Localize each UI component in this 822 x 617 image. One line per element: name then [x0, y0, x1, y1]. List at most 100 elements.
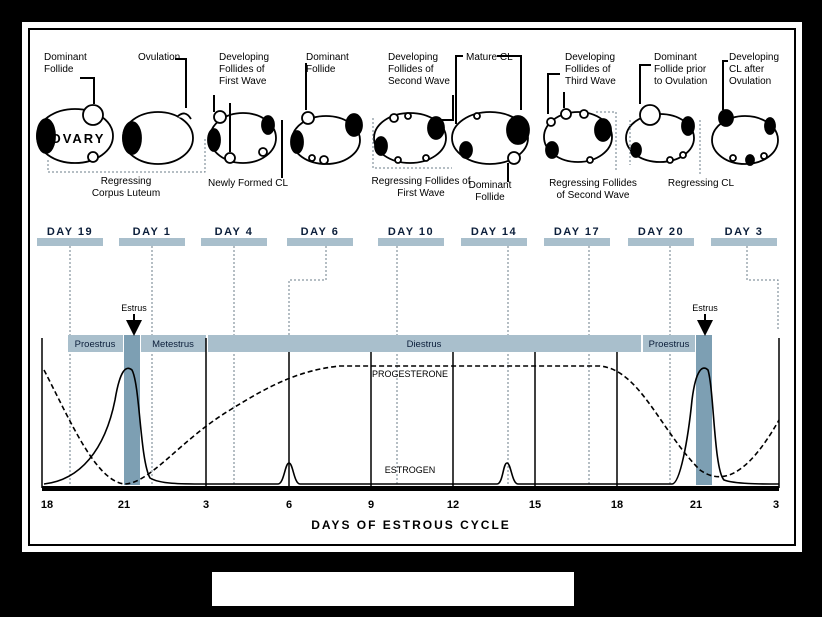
top-label-6-l1: Mature CL: [466, 52, 513, 63]
day-guides: [69, 246, 779, 488]
day-bar: [628, 238, 694, 246]
top-label-7-l2: Follides of: [565, 64, 611, 75]
x-axis-tick-label: 3: [773, 499, 779, 511]
top-label-7-l3: Third Wave: [565, 76, 616, 87]
ovary-4: [290, 111, 363, 165]
phase-proestrus-1: Proestrus: [75, 339, 116, 350]
top-label-4: Dominant Follide: [306, 52, 349, 75]
day-bar: [287, 238, 353, 246]
caption-box: [212, 572, 574, 606]
top-label-9-l2: CL after: [729, 64, 765, 75]
day-bar: [378, 238, 444, 246]
top-label-5-l2: Follides of: [388, 64, 434, 75]
estrogen-label: ESTROGEN: [385, 465, 436, 475]
bottom-labels: Regressing Corpus Luteum Newly Formed CL …: [92, 176, 735, 203]
progesterone-curve: [43, 365, 780, 485]
day-label: DAY 3: [725, 226, 764, 238]
day-label: DAY 19: [47, 226, 93, 238]
x-axis-tick-label: 12: [447, 499, 459, 511]
day-bars: DAY 19 DAY 1 DAY 4 DAY 6 DAY 10 DAY 14 DAY 17 D…: [37, 226, 777, 246]
day-label: DAY 14: [471, 226, 517, 238]
bottom-label-5: Regressing Follides of Second Wave: [549, 178, 637, 201]
ovary-5: [373, 112, 447, 164]
top-labels: Dominant Follide Ovulation Developing Foll…: [44, 52, 779, 87]
phase-diestrus: Diestrus: [407, 339, 442, 350]
top-label-6: Mature CL: [466, 52, 513, 63]
bottom-label-2-l1: Newly Formed CL: [208, 178, 288, 189]
top-label-3-l1: Developing: [219, 52, 269, 63]
dotted-connectors: [47, 111, 701, 175]
day-label: DAY 20: [638, 226, 684, 238]
estrogen-curve: [43, 367, 780, 485]
bottom-label-1-l1: Regressing: [101, 176, 152, 187]
day-bar: [37, 238, 103, 246]
top-label-1-l1: Dominant: [44, 52, 87, 63]
top-label-1: Dominant Follide: [44, 52, 87, 75]
top-label-5-l3: Second Wave: [388, 76, 450, 87]
ovary-1: [36, 104, 114, 164]
bottom-label-4-l2: Follide: [475, 192, 505, 203]
x-axis-title: DAYS OF ESTROUS CYCLE: [311, 518, 511, 532]
x-axis-line: [42, 486, 779, 491]
progesterone-label: PROGESTERONE: [372, 369, 448, 379]
bottom-label-6: Regressing CL: [668, 178, 735, 189]
x-axis-tick-label: 9: [368, 499, 374, 511]
day-label: DAY 17: [554, 226, 600, 238]
ovary-9: [711, 109, 779, 166]
bottom-label-3: Regressing Follides of First Wave: [372, 176, 471, 199]
figure-frame: [19, 19, 805, 555]
top-label-7: Developing Follides of Third Wave: [565, 52, 616, 87]
x-axis-tick-label: 18: [41, 499, 53, 511]
bottom-label-2: Newly Formed CL: [208, 178, 288, 189]
plot-gridlines: [41, 338, 780, 488]
ovary-8: [625, 104, 695, 164]
day-bar: [119, 238, 185, 246]
phase-proestrus-2: Proestrus: [649, 339, 690, 350]
bottom-label-3-l1: Regressing Follides of: [372, 176, 471, 187]
top-label-2-l1: Ovulation: [138, 52, 180, 63]
bottom-label-1-l2: Corpus Luteum: [92, 188, 160, 199]
leader-lines: [80, 55, 728, 182]
top-label-4-l1: Dominant: [306, 52, 349, 63]
x-axis-tick-label: 21: [690, 499, 702, 511]
estrus-band-1: [124, 335, 140, 485]
figure-inner-border: [28, 28, 796, 546]
ovary-2: [122, 111, 194, 165]
phase-metestrus: Metestrus: [152, 339, 194, 350]
phase-metestrus-band: [141, 335, 206, 352]
x-axis-tick-label: 18: [611, 499, 623, 511]
day-label: DAY 6: [301, 226, 340, 238]
day-bar: [201, 238, 267, 246]
bottom-label-4: Dominant Follide: [469, 180, 512, 203]
x-axis-ticks: 18 21 3 6 9 12 15 18 21 3: [41, 499, 779, 511]
ovary-label: OVARY: [51, 131, 106, 146]
x-axis-tick-label: 3: [203, 499, 209, 511]
x-axis-tick-label: 15: [529, 499, 541, 511]
top-label-9: Developing CL after Ovulation: [729, 52, 779, 87]
top-label-5-l1: Developing: [388, 52, 438, 63]
bottom-label-1: Regressing Corpus Luteum: [92, 176, 160, 199]
estrus-label-1: Estrus: [121, 303, 147, 313]
top-label-3-l2: Follides of: [219, 64, 265, 75]
x-axis-tick-label: 6: [286, 499, 292, 511]
top-label-3-l3: First Wave: [219, 76, 267, 87]
day-label: DAY 10: [388, 226, 434, 238]
top-label-2: Ovulation: [138, 52, 180, 63]
phase-diestrus-band: [208, 335, 641, 352]
bottom-label-3-l2: First Wave: [397, 188, 445, 199]
top-label-3: Developing Follides of First Wave: [219, 52, 269, 87]
day-bar: [544, 238, 610, 246]
top-label-9-l3: Ovulation: [729, 76, 771, 87]
top-label-8-l3: to Ovulation: [654, 76, 707, 87]
day-bar: [461, 238, 527, 246]
top-label-8-l1: Dominant: [654, 52, 697, 63]
top-label-5: Developing Follides of Second Wave: [388, 52, 450, 87]
ovary-3: [207, 110, 277, 164]
ovary-7: [543, 108, 613, 164]
ovary-6: [451, 111, 530, 165]
bottom-label-4-l1: Dominant: [469, 180, 512, 191]
top-label-8: Dominant Follide prior to Ovulation: [654, 52, 707, 87]
bottom-label-5-l2: of Second Wave: [556, 190, 629, 201]
estrus-band-2: [696, 335, 712, 485]
top-label-8-l2: Follide prior: [654, 64, 707, 75]
